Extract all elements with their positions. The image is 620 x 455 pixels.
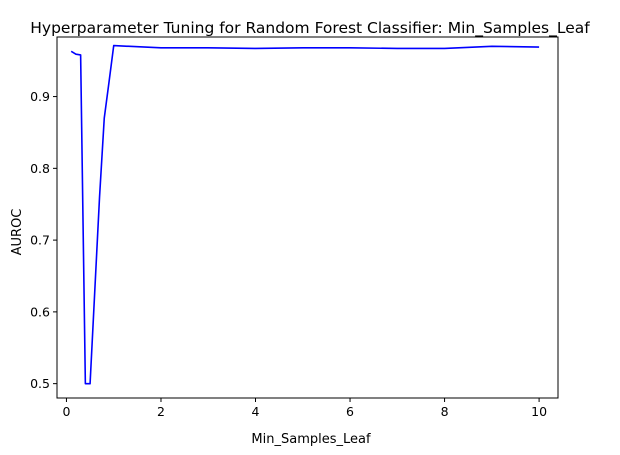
x-axis-label: Min_Samples_Leaf	[251, 432, 371, 447]
x-axis-ticks: 0 2 4 6 8 10	[62, 398, 547, 419]
plot-frame	[56, 36, 559, 399]
y-axis-ticks: 0.5 0.6 0.7 0.8 0.9	[30, 89, 57, 391]
chart-title: Hyperparameter Tuning for Random Forest …	[30, 19, 590, 38]
x-tick-label: 6	[346, 404, 354, 419]
y-tick-label: 0.9	[30, 89, 50, 104]
x-tick-label: 8	[441, 404, 449, 419]
plot-area	[70, 44, 540, 385]
y-tick-label: 0.8	[30, 161, 50, 176]
y-tick-label: 0.7	[30, 233, 50, 248]
x-tick-label: 10	[531, 404, 547, 419]
series-line-0	[70, 44, 540, 385]
x-tick-label: 2	[157, 404, 165, 419]
y-tick-label: 0.6	[30, 304, 50, 319]
x-tick-label: 0	[62, 404, 70, 419]
y-axis-label: AUROC	[10, 209, 25, 256]
y-tick-label: 0.5	[30, 376, 50, 391]
x-tick-label: 4	[252, 404, 260, 419]
